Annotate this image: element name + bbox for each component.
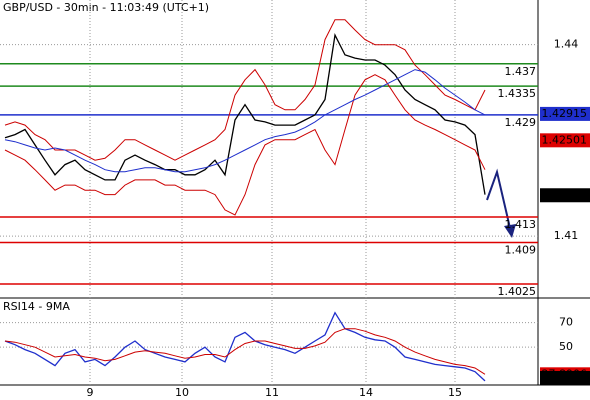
x-tick-label: 11	[265, 386, 279, 399]
series-line	[4, 328, 486, 375]
series-line	[4, 69, 486, 173]
forecast-arrowhead	[504, 224, 516, 238]
series-line	[4, 19, 486, 161]
price-box	[540, 371, 590, 385]
series-line	[4, 33, 486, 195]
y-tick-label: 50	[559, 340, 573, 353]
x-tick-label: 15	[448, 386, 462, 399]
price-box-label: 1.42915	[542, 107, 588, 120]
chart-title: GBP/USD - 30min - 11:03:49 (UTC+1)	[3, 1, 209, 14]
level-label: 1.437	[505, 65, 537, 78]
level-label: 1.409	[505, 243, 537, 256]
price-box	[540, 188, 590, 203]
rsi-title: RSI14 - 9MA	[3, 300, 70, 313]
price-box	[540, 133, 590, 148]
price-box	[540, 106, 590, 121]
level-label: 1.429	[505, 116, 537, 129]
x-tick-label: 9	[87, 386, 94, 399]
price-box-label: 1.42501	[542, 133, 588, 146]
series-line	[4, 74, 486, 216]
level-label: 1.413	[505, 218, 537, 231]
price-box-label: 22.5118	[542, 371, 588, 384]
y-tick-label: 1.41	[554, 229, 579, 242]
forecast-arrow	[486, 168, 511, 229]
price-box-label: 1.4164	[549, 188, 588, 201]
y-tick-label: 1.44	[554, 38, 579, 51]
x-tick-label: 14	[359, 386, 373, 399]
y-tick-label: 70	[559, 316, 573, 329]
x-tick-label: 10	[175, 386, 189, 399]
level-label: 1.4335	[498, 87, 537, 100]
level-label: 1.4025	[498, 285, 537, 298]
series-line	[4, 311, 486, 382]
